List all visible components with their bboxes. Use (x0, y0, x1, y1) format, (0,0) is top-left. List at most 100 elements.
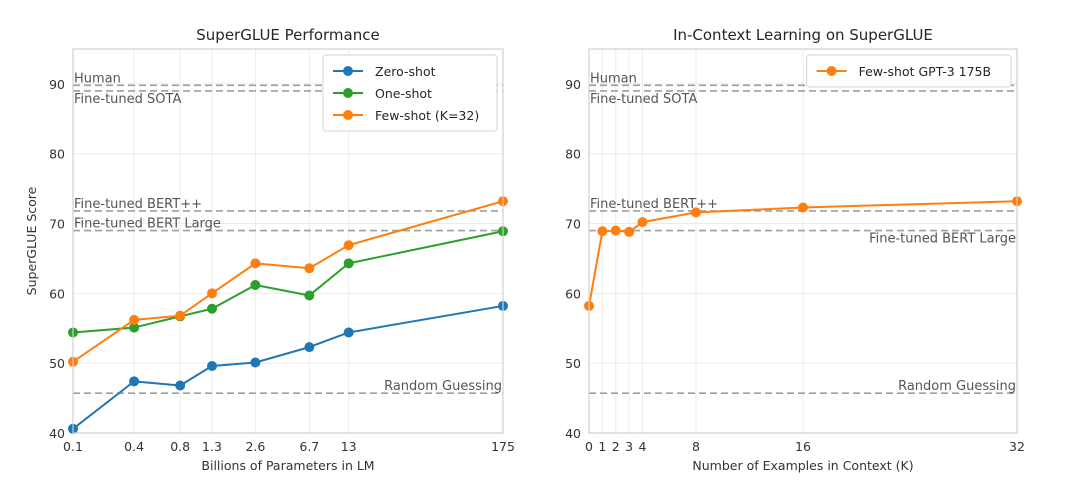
series (584, 196, 1022, 311)
chart-superglue-performance: SuperGLUE Performance Human Fine-tuned SO… (24, 26, 515, 473)
reference-line-label: Random Guessing (384, 379, 502, 394)
legend-label: Few-shot (K=32) (375, 108, 479, 123)
x-ticks: 0 1 2 3 4 8 16 32 (585, 439, 1025, 454)
data-point (250, 357, 261, 368)
plot-frame (72, 48, 504, 434)
x-tick-label: 0.4 (124, 439, 144, 454)
legend-item: Zero-shot (333, 64, 436, 79)
data-point (304, 342, 315, 353)
series-line (72, 230, 504, 334)
data-point (207, 288, 218, 299)
y-tick-label: 60 (49, 286, 65, 301)
series-zero-shot (68, 300, 508, 434)
legend-item: Few-shot (K=32) (333, 108, 479, 123)
data-point (304, 263, 315, 274)
y-tick-label: 50 (565, 356, 581, 371)
x-tick-label: 2 (612, 439, 620, 454)
legend-marker-icon (826, 66, 837, 76)
legend-box (322, 54, 498, 132)
x-tick-label: 0.8 (170, 439, 190, 454)
series-line (72, 304, 504, 430)
reference-lines: Human Fine-tuned SOTA Fine-tuned BERT++ Fin… (589, 71, 1017, 394)
reference-line-label: Fine-tuned BERT Large (74, 217, 221, 232)
x-ticks: 0.1 0.4 0.8 1.3 2.6 6.7 13 175 (63, 439, 515, 454)
x-tick-label: 13 (341, 439, 357, 454)
data-point (207, 360, 218, 371)
y-tick-label: 80 (49, 147, 65, 162)
reference-line-label: Fine-tuned SOTA (74, 92, 181, 107)
x-tick-label: 175 (491, 439, 515, 454)
x-tick-label: 1 (598, 439, 606, 454)
data-point (129, 314, 140, 325)
y-ticks: 40 50 60 70 80 90 (565, 77, 581, 441)
y-tick-label: 70 (565, 217, 581, 232)
data-point (343, 240, 354, 251)
y-tick-label: 40 (565, 426, 581, 441)
data-point (343, 258, 354, 269)
data-point (691, 207, 701, 218)
legend-label: Few-shot GPT-3 175B (859, 64, 991, 79)
x-tick-label: 3 (625, 439, 633, 454)
legend: Zero-shot One-shot Few-shot (K=32) (322, 54, 498, 132)
data-point (798, 202, 808, 213)
y-tick-label: 50 (49, 356, 65, 371)
data-point (637, 217, 648, 228)
series-few-shot-k-32 (68, 196, 508, 367)
data-point (175, 380, 186, 391)
reference-line-label: Fine-tuned BERT++ (74, 197, 202, 212)
x-tick-label: 0 (585, 439, 593, 454)
data-point (343, 327, 354, 338)
y-tick-label: 60 (565, 286, 581, 301)
y-tick-label: 90 (49, 77, 65, 92)
reference-line-label: Human (590, 71, 637, 86)
data-point (129, 376, 140, 387)
y-tick-label: 40 (49, 426, 65, 441)
series-line (72, 200, 504, 363)
y-tick-label: 70 (49, 217, 65, 232)
data-point (304, 290, 315, 301)
x-axis-label: Number of Examples in Context (K) (692, 458, 913, 473)
reference-line-label: Random Guessing (898, 379, 1016, 394)
chart-in-context-learning: In-Context Learning on SuperGLUE Human Fi… (565, 26, 1025, 473)
legend-label: One-shot (375, 86, 432, 101)
data-point (129, 322, 140, 333)
legend: Few-shot GPT-3 175B (806, 54, 1012, 88)
x-tick-label: 0.1 (63, 439, 83, 454)
chart-title: SuperGLUE Performance (196, 26, 379, 44)
x-tick-label: 4 (639, 439, 647, 454)
legend-label: Zero-shot (375, 64, 436, 79)
reference-line-label: Fine-tuned SOTA (590, 92, 697, 107)
data-point (250, 258, 261, 269)
data-point (207, 303, 218, 314)
y-ticks: 40 50 60 70 80 90 (49, 77, 65, 441)
legend-item: One-shot (333, 86, 432, 101)
legend-box (806, 54, 1012, 88)
series-few-shot-gpt-3-175b (584, 196, 1022, 311)
series (68, 196, 508, 434)
plot-frame (588, 48, 1018, 434)
data-point (250, 279, 261, 290)
x-tick-label: 16 (795, 439, 811, 454)
data-point (597, 226, 608, 237)
x-axis-label: Billions of Parameters in LM (201, 458, 374, 473)
x-tick-label: 1.3 (202, 439, 222, 454)
reference-line-label: Human (74, 71, 121, 86)
legend-item: Few-shot GPT-3 175B (816, 64, 991, 79)
legend-marker-icon (343, 88, 353, 98)
reference-line-label: Fine-tuned BERT++ (590, 197, 718, 212)
y-tick-label: 90 (565, 77, 581, 92)
x-tick-label: 6.7 (299, 439, 319, 454)
y-tick-label: 80 (565, 147, 581, 162)
legend-marker-icon (343, 66, 353, 76)
reference-line-label: Fine-tuned BERT Large (869, 232, 1016, 247)
data-point (610, 225, 621, 236)
legend-marker-icon (343, 110, 353, 120)
data-point (624, 226, 635, 237)
data-point (175, 310, 186, 321)
x-tick-label: 8 (692, 439, 700, 454)
chart-title: In-Context Learning on SuperGLUE (673, 26, 933, 44)
x-tick-label: 32 (1009, 439, 1025, 454)
x-tick-label: 2.6 (245, 439, 265, 454)
y-axis-label: SuperGLUE Score (24, 186, 39, 295)
